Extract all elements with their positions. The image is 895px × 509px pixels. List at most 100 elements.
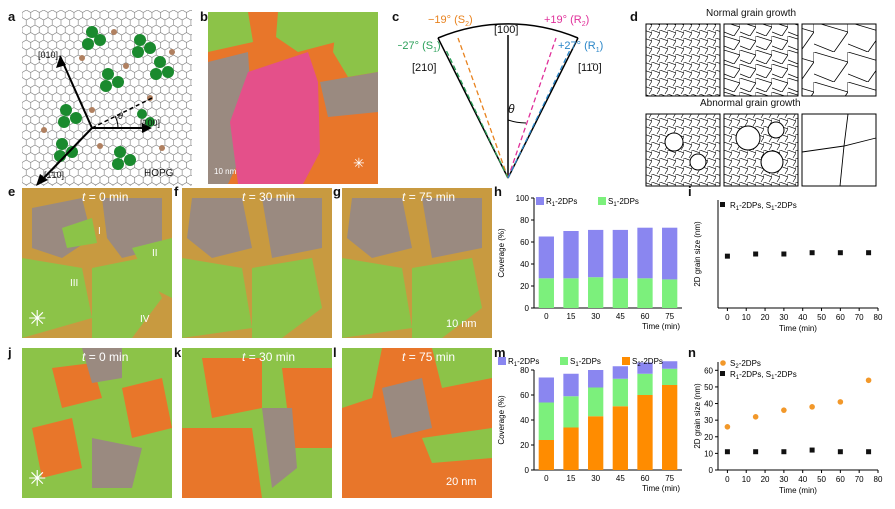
x-tick-label: 40 xyxy=(798,313,807,322)
data-point xyxy=(753,449,759,455)
legend-swatch xyxy=(498,357,506,365)
bar-segment xyxy=(563,396,579,428)
bar-segment xyxy=(563,278,579,308)
dir-110-right: [11̄0] xyxy=(578,62,602,74)
bar-segment xyxy=(563,427,579,470)
theta-c: θ xyxy=(508,102,515,116)
bar-segment xyxy=(637,362,653,374)
bar-segment xyxy=(538,402,554,440)
data-point xyxy=(865,377,872,384)
x-tick-label: 0 xyxy=(544,312,549,321)
data-point xyxy=(753,251,759,257)
direction-star-icon: ✳ xyxy=(353,155,365,171)
bar-segment xyxy=(538,278,554,308)
data-point xyxy=(837,250,843,256)
x-tick-label: 50 xyxy=(817,475,826,484)
data-point xyxy=(809,250,815,256)
data-point xyxy=(866,449,872,455)
panel-d-grain-growth: Normal grain growth Abnormal grain growt… xyxy=(644,8,888,188)
y-tick-label: 60 xyxy=(520,391,529,400)
x-axis-title: Time (min) xyxy=(779,324,817,333)
x-tick-label: 40 xyxy=(798,475,807,484)
bar-segment xyxy=(538,236,554,279)
angle-s2-label: −19° (S2) xyxy=(428,14,473,29)
data-point xyxy=(781,251,787,257)
panel-letter-j: j xyxy=(8,345,12,360)
y-tick-label: 0 xyxy=(525,304,530,313)
panel-letter-g: g xyxy=(333,184,341,199)
y-tick-label: 50 xyxy=(704,383,713,392)
data-point xyxy=(724,424,731,430)
normal-growth-title: Normal grain growth xyxy=(706,8,797,19)
data-point xyxy=(837,399,844,405)
time-label-f: t = 30 min xyxy=(242,190,296,204)
grain-marker-4: IV xyxy=(140,314,150,325)
y-tick-label: 20 xyxy=(704,433,713,442)
data-point xyxy=(724,449,730,455)
panel-letter-c: c xyxy=(392,9,400,24)
x-tick-label: 50 xyxy=(817,313,826,322)
x-tick-label: 45 xyxy=(616,474,625,483)
x-tick-label: 15 xyxy=(567,312,576,321)
data-point xyxy=(781,407,787,413)
grain-marker-3: III xyxy=(70,278,79,289)
y-tick-label: 40 xyxy=(520,416,529,425)
chart-i-grain-size: 0 10 20 30 40 50 60 70 80 Time (min) 2D grain size… xyxy=(693,200,883,333)
panel-letter-n: n xyxy=(688,345,696,360)
bar-segment xyxy=(538,377,554,403)
bar-segment xyxy=(588,387,604,417)
panel-b-image: 10 nm ✳ xyxy=(208,12,378,184)
bar-segment xyxy=(588,277,604,308)
legend-label: R1-2DPs, S1-2DPs xyxy=(730,370,797,381)
bar-segment xyxy=(563,373,579,397)
x-tick-label: 30 xyxy=(591,312,600,321)
dir-010-label: [010] xyxy=(38,50,59,60)
dir-100-top: [100] xyxy=(494,24,519,36)
bar-segment xyxy=(637,373,653,395)
grain-marker-2: II xyxy=(152,248,158,259)
data-point xyxy=(837,449,843,455)
legend-label: S2-2DPs xyxy=(730,359,761,370)
angle-s1-label: −27° (S1) xyxy=(398,40,441,55)
bar-segment xyxy=(612,406,628,470)
legend-label: S2-2DPs xyxy=(632,357,663,368)
x-tick-label: 30 xyxy=(779,475,788,484)
x-tick-label: 60 xyxy=(836,475,845,484)
y-axis-title: Coverage (%) xyxy=(497,228,506,278)
time-label-k: t = 30 min xyxy=(242,350,296,364)
x-axis-title: Time (min) xyxy=(642,322,680,331)
y-tick-label: 100 xyxy=(516,194,530,203)
bar-segment xyxy=(662,227,678,280)
bar-segment xyxy=(612,366,628,379)
legend-marker xyxy=(720,371,725,376)
dir-110-label: [1̄1̄0] xyxy=(44,170,65,180)
molecule-clusters xyxy=(54,26,174,170)
y-axis-title: Coverage (%) xyxy=(497,395,506,445)
direction-star-icon: ✳ xyxy=(28,306,47,331)
y-tick-label: 30 xyxy=(704,416,713,425)
bar-segment xyxy=(588,229,604,278)
theta-label: θ xyxy=(118,111,123,121)
legend-swatch xyxy=(622,357,630,365)
time-label-g: t = 75 min xyxy=(402,190,456,204)
angle-r2-label: +19° (R2) xyxy=(544,14,590,29)
panel-a-model: [010] [100] [1̄1̄0] θ HOPG xyxy=(22,10,192,186)
panel-letter-h: h xyxy=(494,184,502,199)
legend-marker xyxy=(720,360,726,366)
panel-letter-l: l xyxy=(333,345,337,360)
x-tick-label: 75 xyxy=(665,312,674,321)
x-tick-label: 70 xyxy=(855,313,864,322)
panel-g-image: t = 75 min 10 nm xyxy=(342,188,492,338)
legend-swatch xyxy=(536,197,544,205)
time-label-l: t = 75 min xyxy=(402,350,456,364)
panel-letter-k: k xyxy=(174,345,182,360)
grain-marker-1: I xyxy=(98,226,101,237)
data-point xyxy=(809,447,815,453)
legend-swatch xyxy=(560,357,568,365)
panel-k-image: t = 30 min xyxy=(182,348,332,498)
bar-segment xyxy=(612,278,628,308)
panel-d-svg xyxy=(645,23,877,187)
panel-e-image: t = 0 min I II III IV ✳ xyxy=(22,188,172,338)
panel-f-image: t = 30 min xyxy=(182,188,332,338)
